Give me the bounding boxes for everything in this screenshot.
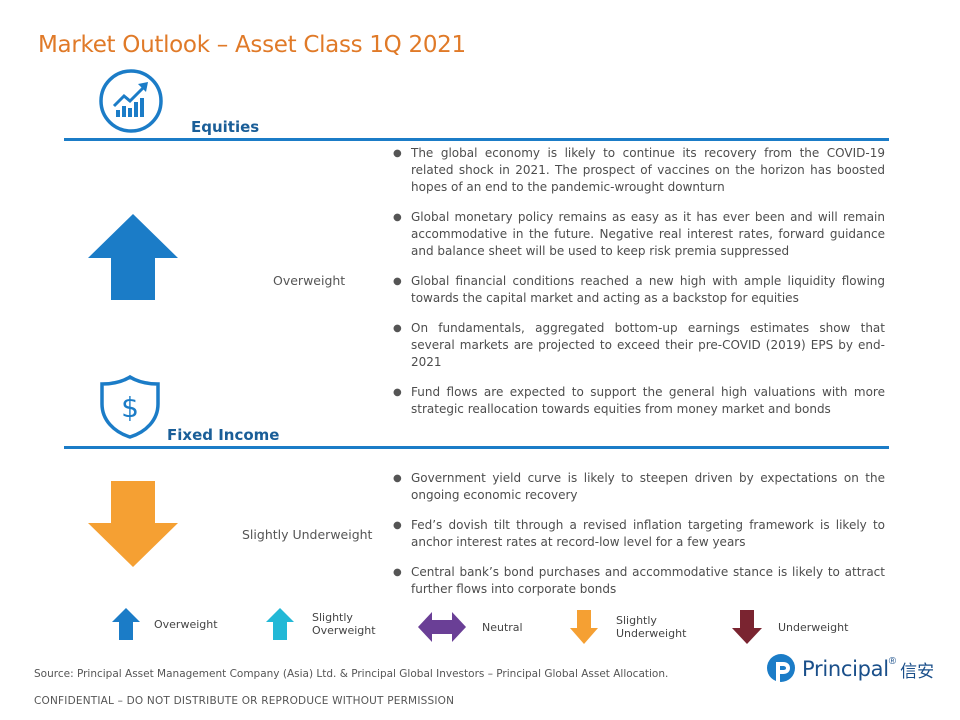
- legend-label: Overweight: [154, 617, 218, 631]
- legend-label: Slightly: [616, 614, 657, 627]
- legend-slightly-overweight: Slightly Overweight: [266, 608, 376, 640]
- equities-bullet-list: The global economy is likely to continue…: [393, 145, 885, 431]
- fixed-income-rule: [64, 446, 889, 449]
- list-item: Global monetary policy remains as easy a…: [393, 209, 885, 260]
- principal-logo-icon: [767, 654, 795, 682]
- shield-dollar-icon: $: [96, 374, 164, 440]
- neutral-arrow-icon: [418, 612, 466, 642]
- legend-label: Neutral: [482, 620, 523, 634]
- equities-label: Equities: [191, 118, 260, 136]
- legend-label: Underweight: [778, 620, 849, 634]
- overweight-arrow-icon: [88, 214, 178, 300]
- fixed-income-rating: Slightly Underweight: [242, 527, 373, 542]
- rising-chart-icon: [98, 68, 164, 134]
- legend-slightly-underweight: Slightly Underweight: [570, 610, 686, 644]
- legend-label: Overweight: [312, 624, 376, 637]
- legend-underweight: Underweight: [732, 610, 848, 644]
- overweight-arrow-icon: [112, 608, 140, 640]
- svg-text:$: $: [121, 391, 139, 424]
- logo-chinese: 信安: [900, 661, 935, 682]
- fixed-income-label: Fixed Income: [167, 426, 280, 444]
- legend-label: Underweight: [616, 627, 687, 640]
- list-item: Fund flows are expected to support the g…: [393, 384, 885, 418]
- slightly-underweight-arrow-icon: [570, 610, 598, 644]
- slightly-overweight-arrow-icon: [266, 608, 294, 640]
- list-item: Central bank’s bond purchases and accomm…: [393, 564, 885, 598]
- slightly-underweight-arrow-icon: [88, 481, 178, 567]
- equities-rating: Overweight: [273, 273, 346, 288]
- list-item: On fundamentals, aggregated bottom-up ea…: [393, 320, 885, 371]
- list-item: Fed’s dovish tilt through a revised infl…: [393, 517, 885, 551]
- confidential-note: CONFIDENTIAL – DO NOT DISTRIBUTE OR REPR…: [34, 695, 455, 707]
- legend-label: Slightly: [312, 611, 353, 624]
- logo-name: Principal: [802, 657, 889, 681]
- equities-rule: [64, 138, 889, 141]
- list-item: Global financial conditions reached a ne…: [393, 273, 885, 307]
- legend-overweight: Overweight: [112, 608, 218, 640]
- list-item: The global economy is likely to continue…: [393, 145, 885, 196]
- legend-neutral: Neutral: [418, 612, 523, 642]
- fixed-income-bullet-list: Government yield curve is likely to stee…: [393, 470, 885, 611]
- list-item: Government yield curve is likely to stee…: [393, 470, 885, 504]
- principal-logo: Principal ® 信安: [766, 652, 934, 686]
- logo-registered-mark: ®: [888, 656, 897, 667]
- source-note: Source: Principal Asset Management Compa…: [34, 668, 669, 680]
- underweight-arrow-icon: [732, 610, 762, 644]
- page-title: Market Outlook – Asset Class 1Q 2021: [38, 32, 466, 58]
